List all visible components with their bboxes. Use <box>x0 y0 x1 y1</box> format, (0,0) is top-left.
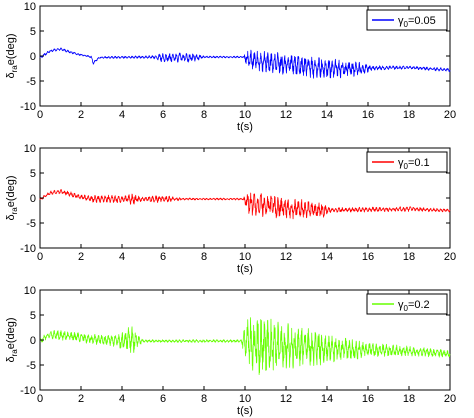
y-tick-label: -10 <box>20 385 36 397</box>
x-axis-label: t(s) <box>237 263 253 275</box>
x-tick-label: 16 <box>362 109 374 121</box>
y-tick-label: 10 <box>24 285 36 297</box>
y-tick-label: 0 <box>30 335 36 347</box>
legend-box <box>366 9 448 31</box>
legend-label: γ0=0.05 <box>398 15 436 29</box>
x-tick-label: 4 <box>119 109 125 121</box>
legend-label: γ0=0.1 <box>398 157 430 171</box>
y-tick-label: 10 <box>24 1 36 13</box>
y-tick-label: -5 <box>26 360 36 372</box>
x-tick-label: 0 <box>37 251 43 263</box>
legend-box <box>366 293 448 315</box>
legend-box <box>366 151 448 173</box>
x-tick-label: 6 <box>160 393 166 405</box>
x-tick-label: 12 <box>280 109 292 121</box>
y-axis-label: δrae(deg) <box>5 175 19 220</box>
x-tick-label: 8 <box>201 393 207 405</box>
legend: γ0=0.2 <box>366 293 448 315</box>
x-tick-label: 20 <box>444 393 456 405</box>
x-axis-label: t(s) <box>237 405 253 417</box>
y-axis-label: δrae(deg) <box>5 317 19 362</box>
legend-label: γ0=0.2 <box>398 299 430 313</box>
y-tick-label: 10 <box>24 143 36 155</box>
y-tick-label: -5 <box>26 76 36 88</box>
x-tick-label: 10 <box>239 251 251 263</box>
x-tick-label: 0 <box>37 393 43 405</box>
series-line-1 <box>39 47 451 79</box>
y-tick-label: 0 <box>30 51 36 63</box>
x-tick-label: 6 <box>160 109 166 121</box>
x-tick-label: 14 <box>321 393 333 405</box>
x-tick-label: 12 <box>280 393 292 405</box>
x-tick-label: 18 <box>403 109 415 121</box>
y-tick-label: 5 <box>30 26 36 38</box>
x-tick-label: 18 <box>403 251 415 263</box>
x-tick-label: 8 <box>201 109 207 121</box>
x-tick-label: 4 <box>119 393 125 405</box>
panel-3: 0 2 4 6 8 10 12 14 16 18 20 10 5 0 -5 -10 t(s) δrae(deg) γ… <box>5 285 456 417</box>
x-tick-label: 16 <box>362 251 374 263</box>
x-tick-label: 14 <box>321 251 333 263</box>
x-tick-label: 14 <box>321 109 333 121</box>
y-tick-label: -10 <box>20 101 36 113</box>
y-tick-label: 5 <box>30 310 36 322</box>
x-tick-label: 16 <box>362 393 374 405</box>
x-tick-label: 20 <box>444 109 456 121</box>
panel-2: 0 2 4 6 8 10 12 14 16 18 20 10 5 0 -5 -10 t(s) δrae(deg) γ… <box>5 143 456 275</box>
legend: γ0=0.1 <box>366 151 448 173</box>
x-tick-label: 10 <box>239 109 251 121</box>
x-axis-label: t(s) <box>237 121 253 133</box>
x-tick-label: 10 <box>239 393 251 405</box>
series-line-2 <box>39 189 451 220</box>
series-line-3 <box>39 317 451 375</box>
x-tick-label: 0 <box>37 109 43 121</box>
x-tick-label: 20 <box>444 251 456 263</box>
y-tick-label: 0 <box>30 193 36 205</box>
y-tick-label: -10 <box>20 243 36 255</box>
y-axis-label: δrae(deg) <box>5 33 19 78</box>
x-tick-label: 8 <box>201 251 207 263</box>
x-tick-label: 4 <box>119 251 125 263</box>
y-tick-label: 5 <box>30 168 36 180</box>
x-tick-label: 12 <box>280 251 292 263</box>
x-tick-label: 2 <box>78 393 84 405</box>
x-tick-label: 2 <box>78 251 84 263</box>
y-tick-label: -5 <box>26 218 36 230</box>
x-tick-label: 6 <box>160 251 166 263</box>
x-tick-label: 18 <box>403 393 415 405</box>
panel-1: 0 2 4 6 8 10 12 14 16 18 20 10 5 0 -5 -10 t(s) δrae(deg) γ… <box>5 1 456 133</box>
legend: γ0=0.05 <box>366 9 448 31</box>
x-tick-label: 2 <box>78 109 84 121</box>
